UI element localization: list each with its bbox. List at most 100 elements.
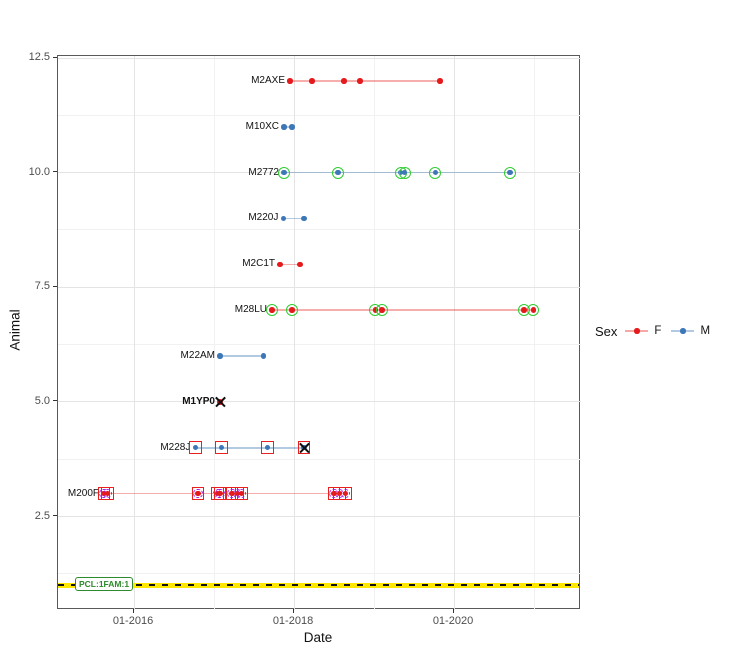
green-ring-marker: [376, 304, 388, 317]
data-point-dot: [280, 215, 287, 222]
series-connector-line: [283, 217, 304, 220]
x-tick-label: 01-2016: [112, 615, 154, 627]
data-point-dot: [301, 215, 307, 222]
legend-item-label: F: [654, 325, 662, 337]
series-label: M10XC: [245, 120, 279, 132]
data-point-dot: [277, 261, 283, 268]
red-square-marker: [339, 487, 352, 500]
red-square-marker: [215, 441, 228, 454]
y-tick-label: 7.5: [34, 280, 50, 293]
data-point-dot: [260, 353, 267, 359]
data-point-dot: [341, 78, 347, 84]
purple-ring-marker: [215, 488, 225, 499]
data-point-dot: [264, 444, 271, 451]
grid-minor-horizontal: [58, 573, 581, 575]
legend-item-M: M: [671, 324, 710, 338]
grid-major-horizontal: [58, 57, 581, 59]
data-point-dot: [281, 124, 287, 130]
grid-minor-horizontal: [58, 458, 581, 460]
x-tick: [452, 609, 454, 613]
series-connector-line: [280, 263, 300, 266]
y-tick-label: 2.5: [34, 509, 50, 522]
legend-key-M: [671, 324, 695, 338]
green-ring-marker: [504, 166, 516, 179]
data-point-dot: [357, 78, 363, 84]
series-label: M2772: [248, 166, 279, 178]
series-connector-line: [220, 355, 264, 357]
grid-minor-vertical: [373, 56, 375, 610]
grid-minor-vertical: [213, 56, 215, 610]
green-ring-marker: [398, 166, 411, 179]
data-point-dot: [289, 124, 295, 130]
series-label: M28LU: [234, 304, 267, 316]
x-mark: [298, 441, 311, 454]
y-tick-label: 12.5: [28, 51, 50, 63]
red-square-marker: [235, 487, 248, 500]
grid-minor-vertical: [533, 56, 535, 610]
plot-panel: PCL:1FAM:1 M2AXE M10XC M2772 M220J M2C1T M28L…: [57, 55, 581, 610]
red-square-marker: [101, 487, 114, 500]
y-tick: [53, 171, 57, 173]
y-tick-label: 10.0: [28, 165, 50, 178]
data-point-dot: [192, 444, 199, 451]
y-tick: [53, 515, 57, 516]
grid-major-vertical: [133, 56, 135, 610]
series-connector-line: [272, 309, 534, 311]
y-axis-title: Animal: [7, 309, 23, 351]
grid-major-horizontal: [58, 401, 581, 403]
legend-key-dot: [680, 328, 686, 334]
grid-minor-horizontal: [58, 344, 581, 346]
series-label: M22AM: [180, 350, 215, 362]
grid-major-vertical: [293, 56, 295, 610]
series-label: M2C1T: [242, 258, 275, 270]
purple-ring-marker: [236, 488, 247, 499]
purple-ring-marker: [340, 488, 351, 499]
x-tick: [132, 609, 134, 613]
x-tick-label: 01-2018: [272, 615, 314, 627]
x-mark: [214, 395, 227, 408]
y-tick: [53, 285, 57, 287]
legend-item-label: M: [700, 325, 711, 337]
series-label: M200F: [67, 487, 99, 499]
series-connector-line: [290, 80, 440, 82]
ref-line-label: PCL:1FAM:1: [75, 577, 134, 591]
purple-ring-marker: [193, 488, 203, 499]
data-point-dot: [287, 78, 293, 84]
grid-major-horizontal: [58, 172, 581, 174]
x-tick: [292, 609, 294, 613]
legend-title: Sex: [595, 323, 618, 339]
data-point-dot: [437, 78, 443, 84]
green-ring-marker: [332, 166, 344, 179]
red-square-marker: [191, 487, 205, 500]
y-tick: [53, 56, 57, 58]
series-label: M2AXE: [251, 74, 285, 86]
series-label: M1YP0: [182, 395, 215, 407]
data-point-dot: [297, 261, 303, 268]
series-connector-line: [195, 446, 304, 449]
red-square-marker: [189, 441, 202, 454]
x-tick-label: 01-2020: [432, 615, 474, 627]
ref-line: [58, 582, 579, 588]
legend-key-dot: [634, 328, 640, 334]
grid-major-horizontal: [58, 516, 581, 517]
grid-minor-horizontal: [58, 229, 581, 231]
y-tick: [53, 400, 57, 402]
grid-major-horizontal: [58, 286, 581, 288]
data-point-dot: [309, 78, 315, 84]
green-ring-marker: [278, 166, 290, 179]
y-tick-label: 5.0: [34, 394, 50, 407]
green-ring-marker: [527, 304, 540, 317]
legend-item-F: F: [625, 324, 661, 338]
data-point-dot: [217, 353, 223, 359]
purple-ring-marker: [102, 488, 113, 499]
x-axis-title: Date: [303, 630, 333, 645]
grid-minor-horizontal: [58, 114, 581, 116]
grid-major-vertical: [453, 56, 455, 610]
red-square-marker: [261, 441, 274, 454]
series-label: M228J: [160, 441, 191, 453]
red-square-marker: [213, 487, 227, 500]
data-point-dot: [218, 444, 225, 451]
